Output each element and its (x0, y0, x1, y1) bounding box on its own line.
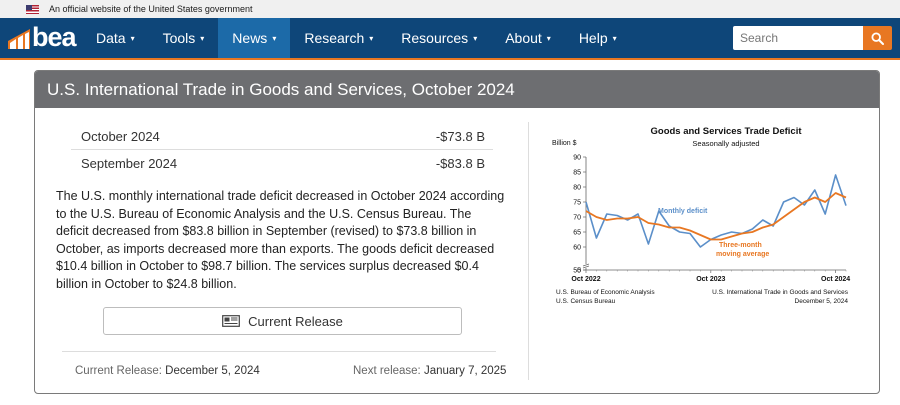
current-release-caption: Current Release: (75, 365, 162, 377)
chevron-down-icon: ▾ (272, 33, 277, 43)
nav-item-tools[interactable]: Tools ▾ (149, 18, 219, 58)
stat-divider (71, 149, 493, 150)
search-button[interactable] (863, 26, 892, 50)
chart-y-label: Billion $ (552, 140, 577, 147)
nav-item-label: Research (304, 30, 365, 46)
chart-y-tick-label: 90 (573, 155, 581, 162)
chart-y-tick-label: 85 (573, 170, 581, 177)
search-input[interactable] (733, 26, 863, 50)
nav-accent-rule (0, 58, 900, 60)
current-release-date: December 5, 2024 (165, 365, 260, 377)
release-panel: U.S. International Trade in Goods and Se… (34, 70, 880, 394)
gov-banner: An official website of the United States… (0, 0, 900, 18)
nav-menu: Data ▾ Tools ▾ News ▾ Research ▾ Resources ▾ About… (82, 18, 631, 58)
stat-value: -$83.8 B (435, 156, 485, 171)
next-release-info: Next release: January 7, 2025 (353, 365, 506, 377)
chart-y-tick-label: 65 (573, 230, 581, 237)
nav-item-research[interactable]: Research ▾ (290, 18, 387, 58)
main-navbar: bea Data ▾ Tools ▾ News ▾ Research ▾ Resources ▾ A… (0, 18, 900, 58)
bea-logo-mark-icon (8, 29, 30, 49)
bea-logo-text: bea (32, 21, 77, 52)
chart-title: Goods and Services Trade Deficit (651, 126, 803, 137)
nav-item-data[interactable]: Data ▾ (82, 18, 149, 58)
us-flag-icon (26, 4, 39, 14)
chart-y-tick-label: 0 (577, 268, 581, 275)
stat-row-previous: September 2024 -$83.8 B (81, 156, 485, 171)
nav-item-resources[interactable]: Resources ▾ (387, 18, 491, 58)
chart-annotation-monthly: Monthly deficit (658, 208, 708, 215)
newspaper-icon (222, 315, 241, 327)
chevron-down-icon: ▾ (200, 33, 205, 43)
search-icon (871, 31, 884, 45)
chart-subtitle: Seasonally adjusted (692, 139, 759, 148)
chart-source-left: U.S. Census Bureau (556, 298, 616, 305)
footer-divider (62, 351, 496, 352)
release-summary: The U.S. monthly international trade def… (56, 189, 505, 291)
chart-y-tick-label: 55 (573, 268, 581, 275)
next-release-caption: Next release: (353, 365, 421, 377)
chart-background (546, 123, 852, 309)
chart-source-right: U.S. International Trade in Goods and Se… (712, 289, 849, 296)
current-release-label: Current Release (248, 313, 343, 329)
stat-value: -$73.8 B (435, 129, 485, 144)
chevron-down-icon: ▾ (473, 33, 478, 43)
stat-label: October 2024 (81, 129, 160, 144)
nav-item-label: Tools (162, 30, 196, 46)
next-release-date: January 7, 2025 (423, 365, 507, 377)
trade-deficit-chart: Goods and Services Trade Deficit Seasonal… (546, 123, 852, 309)
panel-column-divider (528, 122, 529, 380)
chart-series-line-moving-average (585, 192, 847, 241)
current-release-button[interactable]: Current Release (103, 307, 462, 335)
chart-y-tick-label: 70 (573, 215, 581, 222)
chart-y-tick-label: 60 (573, 245, 581, 252)
chart-source-right: December 5, 2024 (795, 298, 849, 305)
chevron-down-icon: ▾ (369, 33, 374, 43)
chart-annotation-moving-1: Three-month (719, 242, 762, 249)
nav-item-news[interactable]: News ▾ (218, 18, 291, 58)
nav-item-about[interactable]: About ▾ (491, 18, 565, 58)
nav-item-help[interactable]: Help ▾ (565, 18, 631, 58)
chart-x-tick-label: Oct 2022 (571, 276, 600, 283)
nav-item-label: Data (96, 30, 126, 46)
chart-annotation-moving-2: moving average (716, 251, 769, 258)
chart-axis-break (582, 263, 590, 269)
chart-x-tick-label: Oct 2024 (821, 276, 850, 283)
gov-banner-text: An official website of the United States… (49, 4, 253, 14)
nav-item-label: Resources (401, 30, 469, 46)
nav-item-label: About (505, 30, 542, 46)
panel-title: U.S. International Trade in Goods and Se… (35, 71, 879, 108)
chevron-down-icon: ▾ (612, 33, 617, 43)
chevron-down-icon: ▾ (130, 33, 135, 43)
chart-x-tick-label: Oct 2023 (696, 276, 725, 283)
chart-source-left: U.S. Bureau of Economic Analysis (556, 289, 655, 296)
chart-y-tick-label: 75 (573, 200, 581, 207)
nav-item-label: Help (578, 30, 608, 46)
chart-y-tick-label: 80 (573, 185, 581, 192)
stat-label: September 2024 (81, 156, 178, 171)
stat-row-current: October 2024 -$73.8 B (81, 129, 485, 144)
chevron-down-icon: ▾ (546, 33, 551, 43)
current-release-info: Current Release: December 5, 2024 (75, 365, 260, 377)
nav-item-label: News (232, 30, 268, 46)
bea-logo[interactable]: bea (0, 18, 82, 58)
